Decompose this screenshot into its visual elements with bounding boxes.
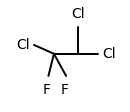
Text: F: F (42, 83, 50, 97)
Text: F: F (61, 83, 69, 97)
Text: Cl: Cl (16, 38, 30, 52)
Text: Cl: Cl (103, 47, 116, 61)
Text: Cl: Cl (72, 7, 85, 21)
